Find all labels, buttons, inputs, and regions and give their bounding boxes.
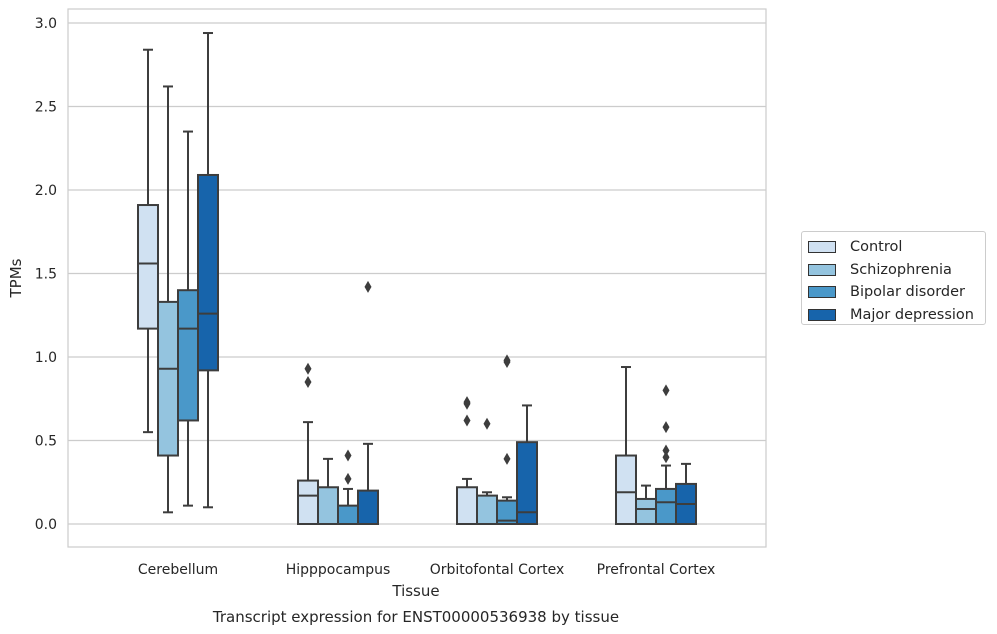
y-tick-label: 3.0 [35, 16, 57, 32]
iqr-box [456, 486, 478, 526]
legend: Control Schizophrenia Bipolar disorder Majo… [801, 231, 986, 325]
box-schizophrenia [157, 85, 179, 514]
outlier-point [503, 354, 511, 367]
legend-item: Schizophrenia [808, 259, 985, 282]
iqr-box [137, 204, 159, 330]
outlier-point [344, 449, 352, 462]
y-axis-title: TPMs [7, 258, 25, 298]
box-bipolar-disorder [177, 130, 199, 507]
box-schizophrenia [635, 484, 657, 526]
outlier-point [662, 421, 670, 434]
outlier-point [483, 417, 491, 430]
iqr-box [655, 487, 677, 525]
box-major-depression [516, 404, 538, 526]
box-control [615, 366, 637, 525]
outlier-point [463, 396, 471, 409]
box-control [137, 48, 159, 434]
y-tick-label: 0.5 [35, 434, 57, 450]
outlier-point [503, 452, 511, 465]
legend-swatch [808, 263, 836, 276]
box-control [297, 362, 319, 525]
iqr-box [157, 300, 179, 457]
box-major-depression [197, 32, 219, 509]
outlier-point [364, 280, 372, 293]
legend-swatch [808, 241, 836, 254]
y-tick-label: 1.5 [35, 267, 57, 283]
x-axis-ticks: Cerebellum Hipppocampus Orbitofontal Corte… [138, 562, 715, 578]
x-tick-label: Hipppocampus [286, 562, 391, 578]
legend-label: Control [850, 239, 903, 256]
y-tick-label: 1.0 [35, 350, 57, 366]
legend-swatch [808, 308, 836, 321]
iqr-box [317, 486, 339, 526]
legend-swatch [808, 286, 836, 299]
box-bipolar-disorder [655, 384, 677, 525]
box-bipolar-disorder [496, 354, 518, 525]
chart-title: Transcript expression for ENST0000053693… [212, 608, 619, 626]
box-control [456, 396, 478, 526]
iqr-box [177, 289, 199, 422]
x-tick-label: Prefrontal Cortex [597, 562, 716, 578]
y-tick-label: 2.5 [35, 100, 57, 116]
plot-area-frame [67, 8, 767, 548]
x-tick-label: Cerebellum [138, 562, 218, 578]
iqr-box [297, 479, 319, 525]
outlier-point [662, 451, 670, 464]
y-tick-label: 2.0 [35, 183, 57, 199]
legend-item: Major depression [808, 304, 985, 327]
iqr-box [516, 441, 538, 526]
box-major-depression [357, 280, 379, 526]
iqr-box [476, 494, 498, 525]
iqr-box [635, 497, 657, 526]
outlier-point [304, 376, 312, 389]
outlier-point [344, 472, 352, 485]
legend-label: Schizophrenia [850, 261, 952, 278]
legend-label: Major depression [850, 306, 974, 323]
y-axis-ticks: 0.0 0.5 1.0 1.5 2.0 2.5 3.0 [35, 16, 57, 533]
iqr-box [337, 504, 359, 526]
outlier-point [304, 362, 312, 375]
outlier-point [662, 384, 670, 397]
box-bipolar-disorder [337, 449, 359, 526]
outlier-point [463, 414, 471, 427]
legend-item: Bipolar disorder [808, 281, 985, 304]
iqr-box [197, 173, 219, 372]
boxes [137, 32, 697, 526]
outlier-point [662, 444, 670, 457]
x-axis-title: Tissue [391, 582, 439, 600]
x-tick-label: Orbitofontal Cortex [430, 562, 565, 578]
legend-item: Control [808, 236, 985, 259]
box-schizophrenia [317, 457, 339, 526]
y-tick-label: 0.0 [35, 517, 57, 533]
iqr-box [615, 454, 637, 525]
iqr-box [357, 489, 379, 526]
box-major-depression [675, 462, 697, 526]
box-schizophrenia [476, 417, 498, 525]
legend-label: Bipolar disorder [850, 284, 965, 301]
